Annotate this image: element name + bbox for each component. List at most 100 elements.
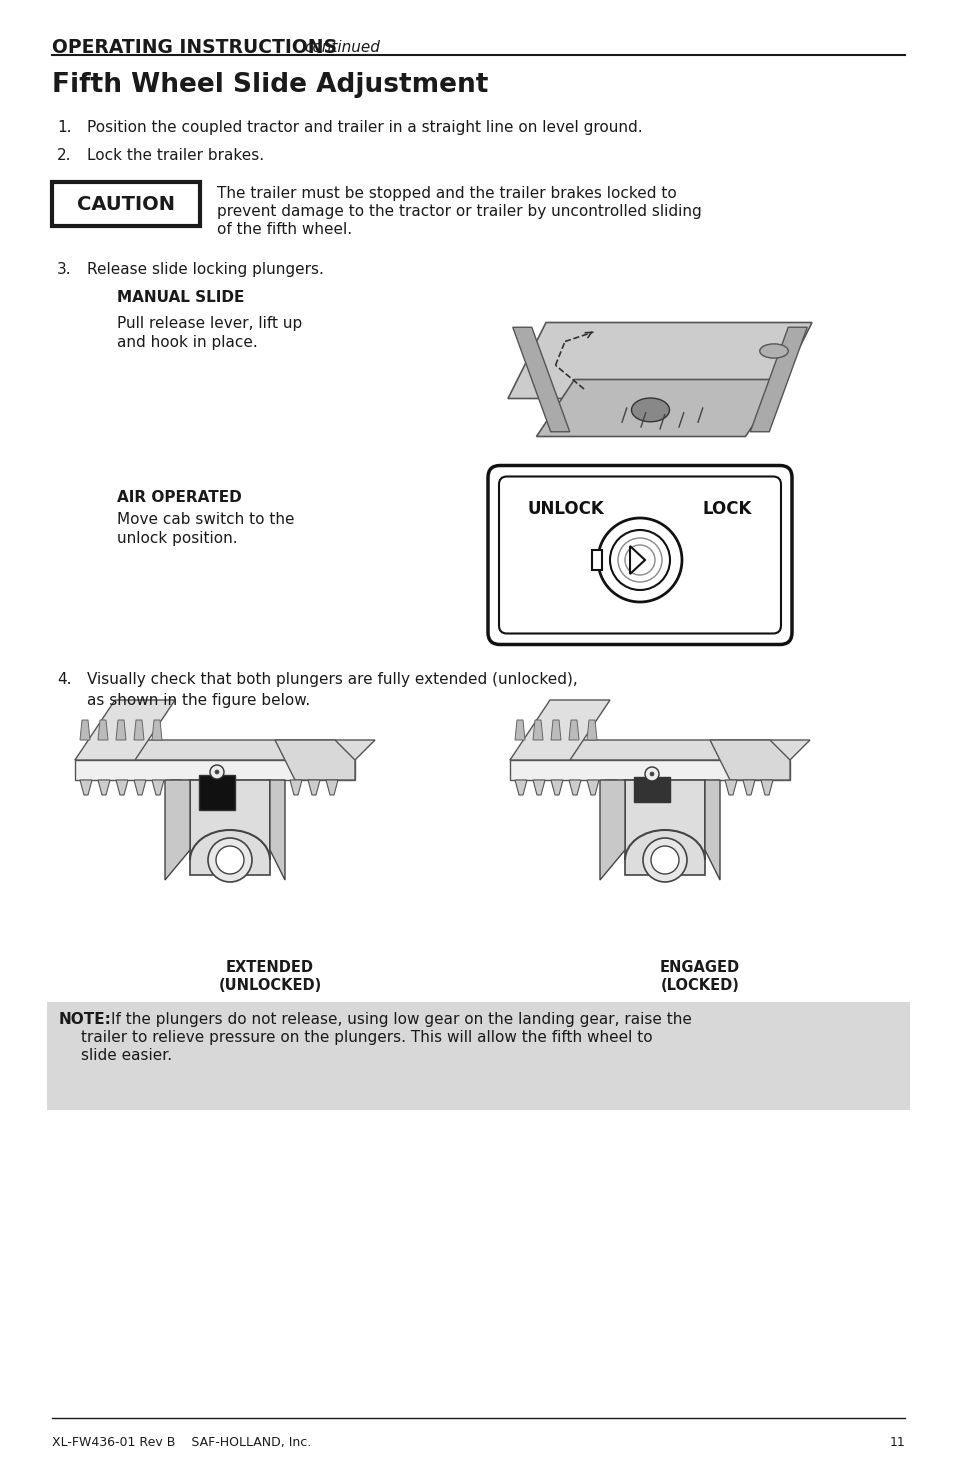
Circle shape — [618, 538, 661, 583]
Polygon shape — [629, 546, 644, 574]
Polygon shape — [622, 780, 635, 795]
Polygon shape — [551, 780, 562, 795]
Text: Lock the trailer brakes.: Lock the trailer brakes. — [87, 148, 264, 164]
Polygon shape — [290, 780, 302, 795]
Polygon shape — [510, 740, 809, 760]
Polygon shape — [515, 720, 524, 740]
Polygon shape — [533, 720, 542, 740]
Bar — [47, 1002, 909, 1111]
Polygon shape — [152, 780, 164, 795]
Bar — [634, 777, 669, 802]
Text: slide easier.: slide easier. — [81, 1049, 172, 1063]
Text: LOCK: LOCK — [702, 500, 751, 518]
Text: 11: 11 — [888, 1437, 904, 1448]
Polygon shape — [98, 780, 110, 795]
Polygon shape — [133, 780, 146, 795]
Circle shape — [214, 770, 219, 774]
Text: The trailer must be stopped and the trailer brakes locked to: The trailer must be stopped and the trai… — [216, 186, 676, 201]
Text: NOTE:: NOTE: — [59, 1012, 112, 1027]
Text: XL-FW436-01 Rev B    SAF-HOLLAND, Inc.: XL-FW436-01 Rev B SAF-HOLLAND, Inc. — [52, 1437, 311, 1448]
Polygon shape — [536, 379, 782, 437]
Bar — [52, 181, 200, 226]
Text: unlock position.: unlock position. — [117, 531, 237, 546]
Text: UNLOCK: UNLOCK — [527, 500, 604, 518]
Polygon shape — [512, 327, 569, 432]
Polygon shape — [80, 780, 91, 795]
Text: of the fifth wheel.: of the fifth wheel. — [216, 223, 352, 237]
Text: 2.: 2. — [57, 148, 71, 164]
Polygon shape — [165, 780, 190, 881]
Ellipse shape — [759, 344, 787, 358]
Circle shape — [609, 530, 669, 590]
Text: Pull release lever, lift up: Pull release lever, lift up — [117, 316, 302, 330]
Polygon shape — [116, 720, 126, 740]
Polygon shape — [604, 780, 617, 795]
Polygon shape — [326, 780, 337, 795]
Polygon shape — [709, 740, 789, 780]
Text: AIR OPERATED: AIR OPERATED — [117, 490, 241, 504]
Polygon shape — [533, 780, 544, 795]
Polygon shape — [742, 780, 754, 795]
Polygon shape — [75, 740, 375, 760]
Polygon shape — [507, 323, 811, 398]
Polygon shape — [133, 720, 144, 740]
Circle shape — [650, 847, 679, 875]
Circle shape — [642, 838, 686, 882]
Text: 3.: 3. — [57, 263, 71, 277]
Text: (LOCKED): (LOCKED) — [659, 978, 739, 993]
Text: MANUAL SLIDE: MANUAL SLIDE — [117, 291, 244, 305]
Text: as shown in the figure below.: as shown in the figure below. — [87, 693, 310, 708]
Polygon shape — [568, 780, 580, 795]
Ellipse shape — [631, 398, 669, 422]
Text: EXTENDED: EXTENDED — [226, 960, 314, 975]
Text: Position the coupled tractor and trailer in a straight line on level ground.: Position the coupled tractor and trailer… — [87, 119, 642, 136]
Circle shape — [215, 847, 244, 875]
Polygon shape — [624, 780, 704, 875]
Polygon shape — [568, 720, 578, 740]
Polygon shape — [188, 780, 200, 795]
FancyBboxPatch shape — [498, 476, 781, 633]
Text: OPERATING INSTRUCTIONS: OPERATING INSTRUCTIONS — [52, 38, 336, 58]
Polygon shape — [599, 780, 624, 881]
Polygon shape — [75, 760, 355, 780]
FancyBboxPatch shape — [488, 466, 791, 645]
Circle shape — [624, 544, 655, 575]
Polygon shape — [274, 740, 355, 780]
Polygon shape — [760, 780, 772, 795]
Polygon shape — [80, 720, 90, 740]
Text: 4.: 4. — [57, 673, 71, 687]
Polygon shape — [510, 760, 789, 780]
Polygon shape — [551, 720, 560, 740]
Text: prevent damage to the tractor or trailer by uncontrolled sliding: prevent damage to the tractor or trailer… — [216, 204, 701, 218]
Text: continued: continued — [304, 40, 379, 55]
Circle shape — [644, 767, 659, 780]
Polygon shape — [308, 780, 319, 795]
Polygon shape — [510, 701, 609, 760]
Polygon shape — [704, 780, 720, 881]
Polygon shape — [724, 780, 737, 795]
Text: Release slide locking plungers.: Release slide locking plungers. — [87, 263, 323, 277]
Text: If the plungers do not release, using low gear on the landing gear, raise the: If the plungers do not release, using lo… — [111, 1012, 691, 1027]
Polygon shape — [749, 327, 806, 432]
Text: trailer to relieve pressure on the plungers. This will allow the fifth wheel to: trailer to relieve pressure on the plung… — [81, 1030, 652, 1044]
Polygon shape — [116, 780, 128, 795]
Polygon shape — [515, 780, 526, 795]
Circle shape — [210, 766, 224, 779]
Bar — [592, 550, 601, 569]
Text: and hook in place.: and hook in place. — [117, 335, 257, 350]
Text: 1.: 1. — [57, 119, 71, 136]
Circle shape — [649, 771, 654, 776]
Text: Visually check that both plungers are fully extended (unlocked),: Visually check that both plungers are fu… — [87, 673, 578, 687]
Polygon shape — [190, 780, 270, 875]
Polygon shape — [75, 701, 174, 760]
Polygon shape — [170, 780, 182, 795]
Text: Move cab switch to the: Move cab switch to the — [117, 512, 294, 527]
Text: CAUTION: CAUTION — [77, 196, 174, 214]
Polygon shape — [270, 780, 285, 881]
Text: ENGAGED: ENGAGED — [659, 960, 740, 975]
Polygon shape — [152, 720, 162, 740]
Circle shape — [598, 518, 681, 602]
Text: Fifth Wheel Slide Adjustment: Fifth Wheel Slide Adjustment — [52, 72, 488, 97]
Polygon shape — [586, 720, 597, 740]
Circle shape — [208, 838, 252, 882]
